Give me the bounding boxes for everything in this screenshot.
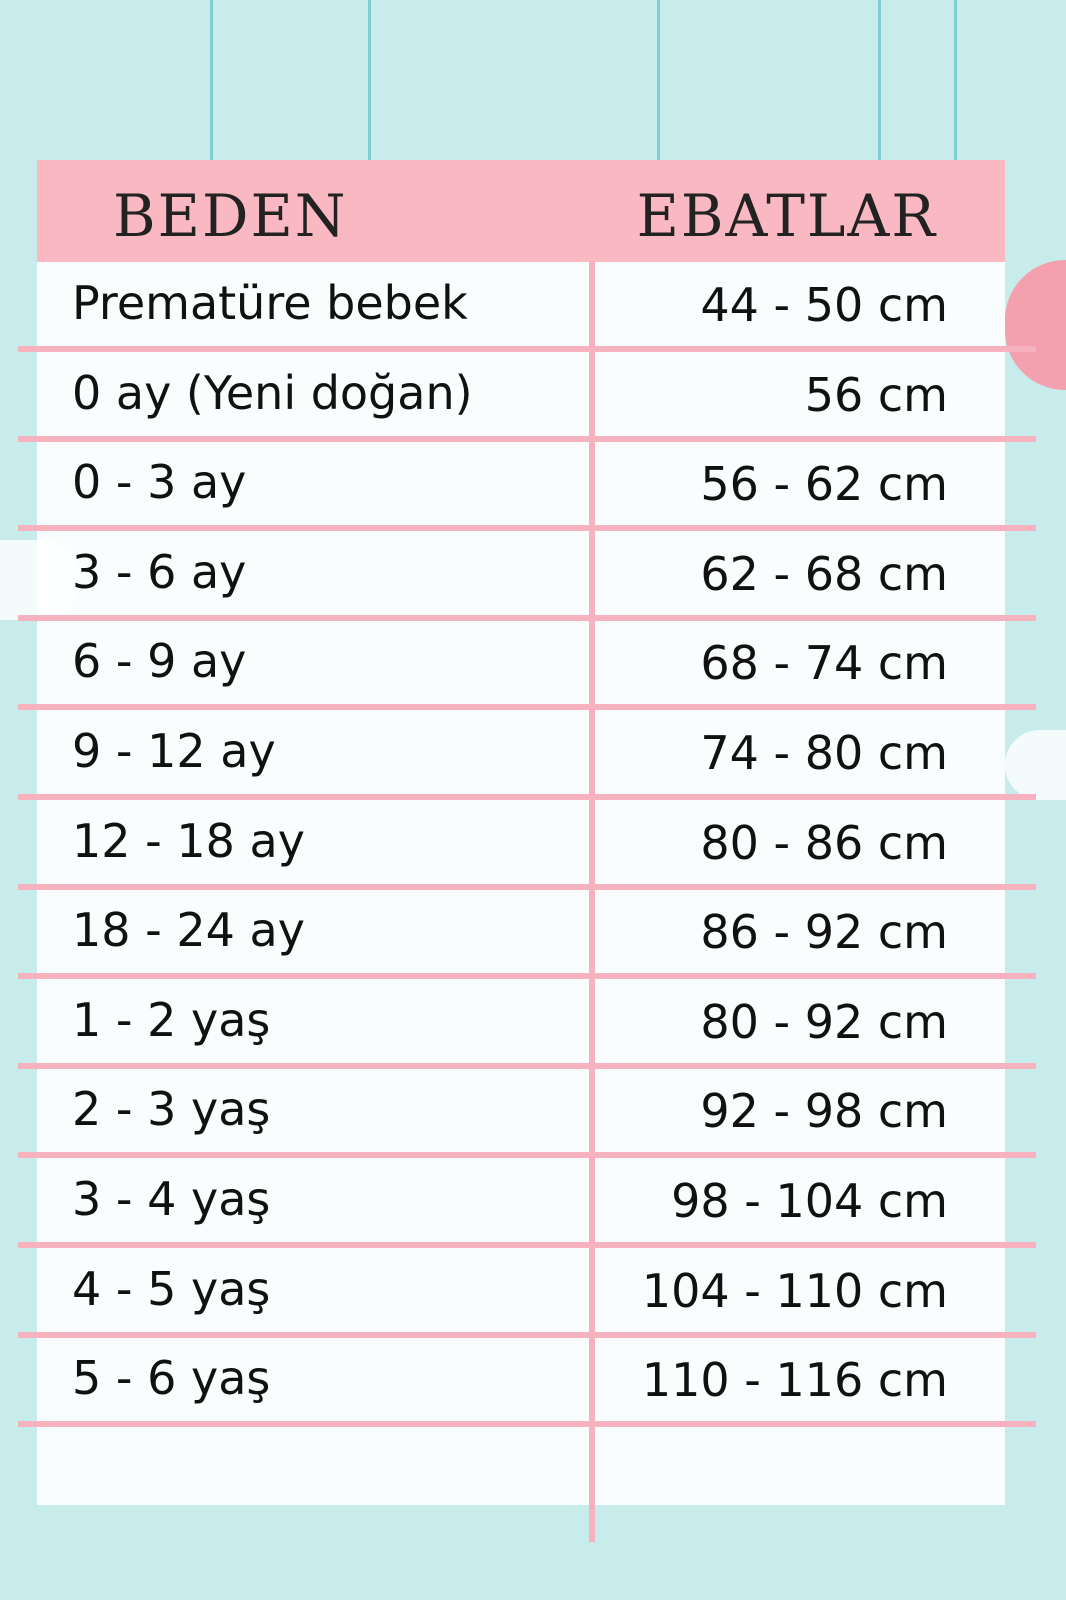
size-cell: 3 - 6 ay <box>72 544 247 599</box>
measurement-cell: 80 - 92 cm <box>700 994 948 1049</box>
table-row: 5 - 6 yaş 110 - 116 cm <box>0 1337 1066 1428</box>
table-row: 4 - 5 yaş 104 - 110 cm <box>0 1248 1066 1338</box>
row-divider <box>18 525 1036 532</box>
measurement-cell: 98 - 104 cm <box>671 1174 948 1228</box>
column-divider <box>589 262 595 1542</box>
measurement-cell: 80 - 86 cm <box>700 815 948 870</box>
table-row: 1 - 2 yaş 80 - 92 cm <box>0 979 1066 1069</box>
measurement-cell: 110 - 116 cm <box>641 1353 948 1408</box>
table-row: 12 - 18 ay 80 - 86 cm <box>0 800 1066 890</box>
table-row: 2 - 3 yaş 92 - 98 cm <box>0 1068 1066 1159</box>
table-row: 0 ay (Yeni doğan) 56 cm <box>0 352 1066 442</box>
hanging-string <box>368 0 371 160</box>
row-divider <box>18 973 1036 980</box>
hanging-string <box>210 0 213 160</box>
measurement-cell: 104 - 110 cm <box>641 1263 948 1318</box>
size-cell: 1 - 2 yaş <box>72 992 271 1047</box>
table-row: 6 - 9 ay 68 - 74 cm <box>0 620 1066 711</box>
measurement-cell: 86 - 92 cm <box>700 905 948 960</box>
size-cell: 18 - 24 ay <box>72 903 305 958</box>
header-size: BEDEN <box>113 182 348 250</box>
hanging-string <box>657 0 660 160</box>
table-row: 0 - 3 ay 56 - 62 cm <box>0 441 1066 532</box>
size-cell: 12 - 18 ay <box>72 813 305 868</box>
size-cell: 0 ay (Yeni doğan) <box>72 365 473 420</box>
table-row: Prematüre bebek 44 - 50 cm <box>0 262 1066 352</box>
row-divider <box>18 435 1036 442</box>
size-cell: 0 - 3 ay <box>72 455 247 510</box>
size-cell: 6 - 9 ay <box>72 634 247 689</box>
size-cell: 3 - 4 yaş <box>72 1172 271 1226</box>
table-row: 3 - 6 ay 62 - 68 cm <box>0 531 1066 621</box>
row-divider <box>18 794 1036 800</box>
cloud-decoration <box>1005 730 1066 800</box>
size-cell: 2 - 3 yaş <box>72 1082 271 1137</box>
table-row: 9 - 12 ay 74 - 80 cm <box>0 710 1066 800</box>
row-divider <box>18 704 1036 711</box>
table-row: 3 - 4 yaş 98 - 104 cm <box>0 1158 1066 1248</box>
row-divider <box>18 1242 1036 1248</box>
size-cell: Prematüre bebek <box>72 276 468 330</box>
header-measurements: EBATLAR <box>636 182 937 250</box>
measurement-cell: 92 - 98 cm <box>700 1084 948 1139</box>
table-header: BEDEN EBATLAR <box>37 160 1005 262</box>
row-divider <box>18 883 1036 890</box>
size-cell: 5 - 6 yaş <box>72 1351 271 1406</box>
hanging-string <box>878 0 881 160</box>
size-cell: 9 - 12 ay <box>72 724 276 778</box>
measurement-cell: 44 - 50 cm <box>700 278 948 332</box>
row-divider <box>18 1331 1036 1338</box>
row-divider <box>18 346 1036 352</box>
row-divider <box>18 1152 1036 1159</box>
measurement-cell: 74 - 80 cm <box>700 726 948 780</box>
measurement-cell: 62 - 68 cm <box>700 546 948 601</box>
measurement-cell: 56 cm <box>804 367 948 422</box>
size-chart-card <box>37 160 1005 1505</box>
hanging-string <box>954 0 957 160</box>
table-row: 18 - 24 ay 86 - 92 cm <box>0 889 1066 980</box>
row-divider <box>18 1062 1036 1069</box>
measurement-cell: 68 - 74 cm <box>700 636 948 691</box>
size-cell: 4 - 5 yaş <box>72 1261 271 1316</box>
row-divider <box>18 614 1036 621</box>
measurement-cell: 56 - 62 cm <box>700 457 948 512</box>
row-divider <box>18 1421 1036 1428</box>
